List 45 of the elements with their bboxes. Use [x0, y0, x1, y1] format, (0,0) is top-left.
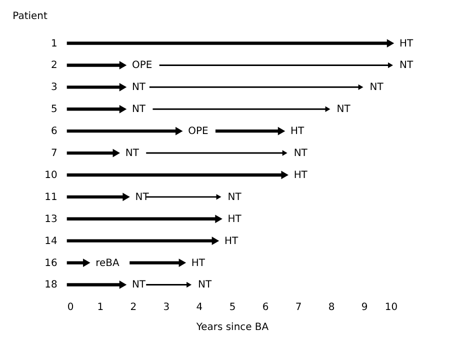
x-axis-title: Years since BA [195, 322, 269, 334]
y-tick-label: 3 [51, 82, 58, 94]
annotation: NT [198, 280, 212, 291]
y-tick-label: 11 [44, 192, 58, 203]
y-tick-label: 18 [44, 280, 58, 291]
x-tick-label: 10 [384, 302, 398, 314]
annotation: HT [191, 258, 206, 269]
annotation: HT [224, 236, 239, 247]
x-tick-label: 2 [130, 302, 137, 314]
x-tick-label: 7 [295, 302, 302, 314]
y-tick-label: 16 [44, 258, 58, 269]
annotation: NT [370, 82, 384, 94]
annotation: HT [290, 126, 306, 138]
annotation: NT [336, 104, 352, 116]
x-tick-label: 3 [163, 302, 170, 314]
y-tick-label: 6 [51, 126, 58, 138]
annotation: NT [294, 148, 308, 160]
annotation: NT [125, 148, 140, 160]
annotation: NT [132, 82, 146, 94]
annotation: NT [400, 60, 414, 72]
y-tick-label: 1 [51, 38, 58, 50]
y-tick-label: 14 [44, 236, 58, 247]
annotation: HT [294, 170, 308, 181]
x-tick-label: 5 [229, 302, 236, 314]
x-tick-label: 0 [67, 302, 74, 314]
annotation: HT [400, 38, 414, 50]
x-tick-label: 9 [361, 302, 368, 314]
x-tick-label: 4 [196, 302, 203, 314]
annotation: NT [132, 280, 146, 291]
x-tick-label: 6 [262, 302, 269, 314]
y-tick-label: 13 [44, 214, 58, 225]
annotation: HT [228, 214, 242, 225]
y-axis-title: Patient [12, 10, 48, 22]
annotation: NT [135, 192, 150, 203]
y-tick-label: 5 [51, 104, 58, 116]
x-tick-label: 8 [328, 302, 335, 314]
annotation: NT [228, 192, 242, 203]
y-tick-label: 2 [51, 60, 58, 72]
y-tick-label: 7 [51, 148, 58, 160]
annotation: NT [132, 104, 146, 116]
annotation: OPE [188, 126, 208, 138]
x-tick-label: 1 [97, 302, 104, 314]
annotation: reBA [96, 258, 120, 269]
y-tick-label: 10 [44, 170, 58, 181]
annotation: OPE [132, 60, 152, 72]
